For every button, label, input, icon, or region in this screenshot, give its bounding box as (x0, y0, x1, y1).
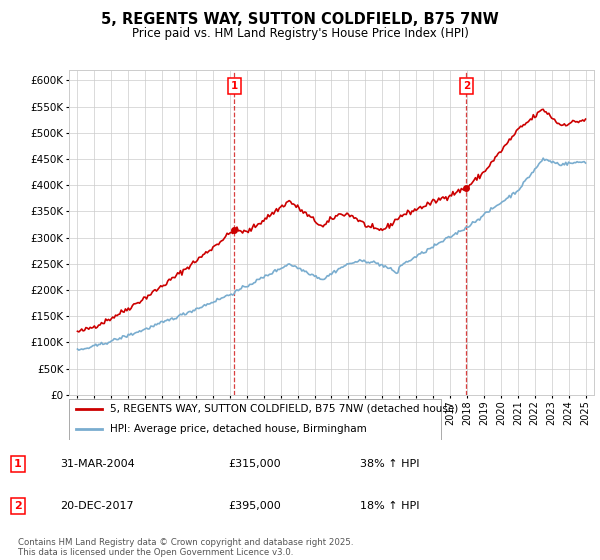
Text: £315,000: £315,000 (228, 459, 281, 469)
Text: 38% ↑ HPI: 38% ↑ HPI (360, 459, 419, 469)
Text: 18% ↑ HPI: 18% ↑ HPI (360, 501, 419, 511)
Text: Price paid vs. HM Land Registry's House Price Index (HPI): Price paid vs. HM Land Registry's House … (131, 27, 469, 40)
Text: Contains HM Land Registry data © Crown copyright and database right 2025.
This d: Contains HM Land Registry data © Crown c… (18, 538, 353, 557)
Text: HPI: Average price, detached house, Birmingham: HPI: Average price, detached house, Birm… (110, 424, 367, 435)
Text: 5, REGENTS WAY, SUTTON COLDFIELD, B75 7NW: 5, REGENTS WAY, SUTTON COLDFIELD, B75 7N… (101, 12, 499, 27)
Text: £395,000: £395,000 (228, 501, 281, 511)
Text: 20-DEC-2017: 20-DEC-2017 (60, 501, 134, 511)
Text: 31-MAR-2004: 31-MAR-2004 (60, 459, 135, 469)
Text: 5, REGENTS WAY, SUTTON COLDFIELD, B75 7NW (detached house): 5, REGENTS WAY, SUTTON COLDFIELD, B75 7N… (110, 404, 458, 414)
Text: 1: 1 (14, 459, 22, 469)
Text: 2: 2 (463, 81, 470, 91)
Text: 2: 2 (14, 501, 22, 511)
Text: 1: 1 (230, 81, 238, 91)
